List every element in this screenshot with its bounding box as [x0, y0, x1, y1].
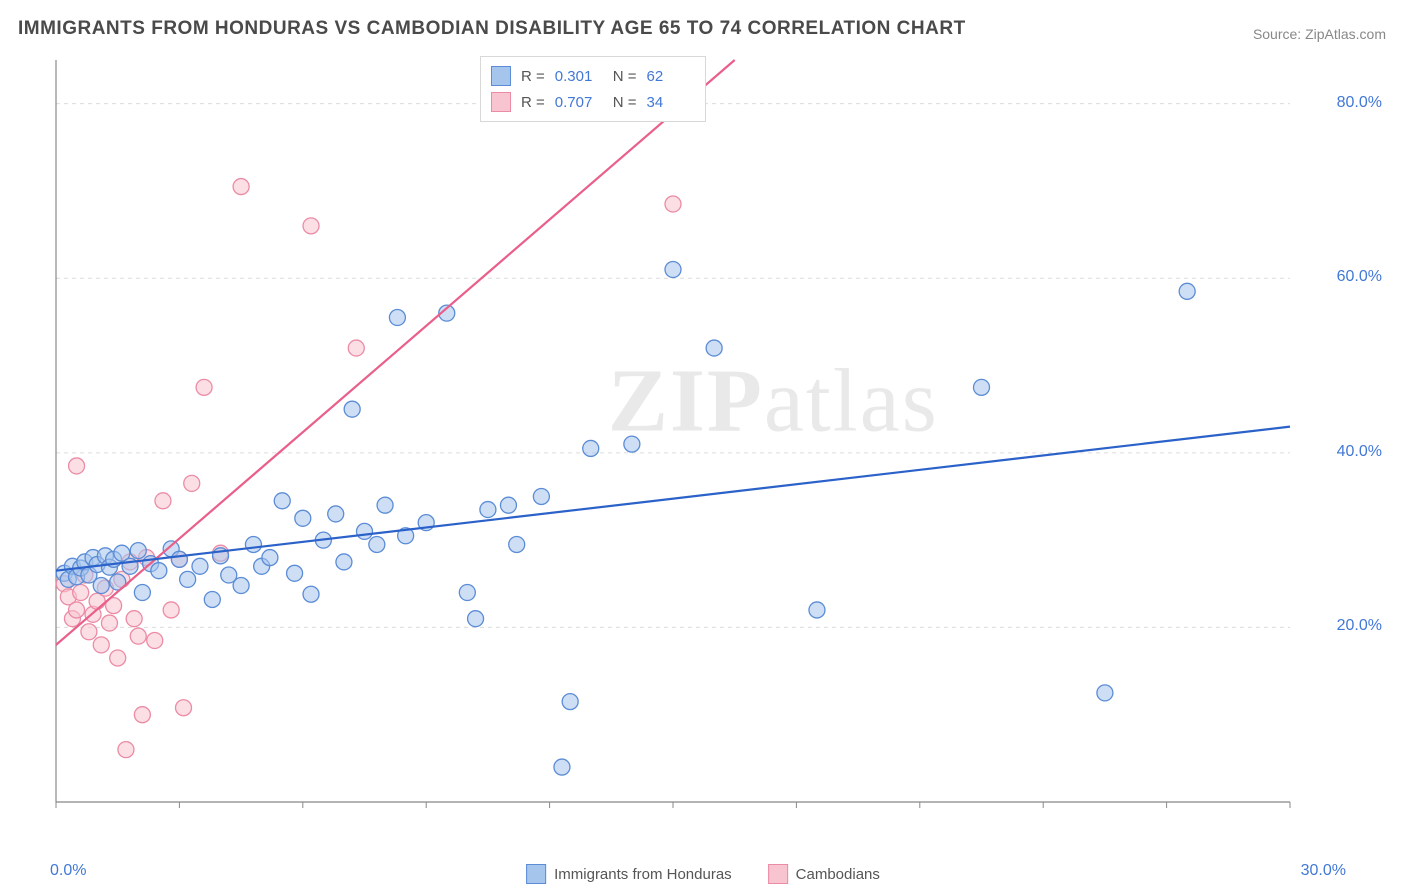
source-attribution: Source: ZipAtlas.com	[1253, 26, 1386, 42]
legend-label-honduras: Immigrants from Honduras	[554, 866, 732, 883]
r-value-1: 0.707	[555, 94, 603, 111]
corr-swatch-cambodians	[491, 92, 511, 112]
scatter-plot-svg	[50, 52, 1350, 832]
x-tick-max: 30.0%	[1301, 862, 1346, 880]
n-label-1: N =	[613, 94, 637, 111]
legend-label-cambodians: Cambodians	[796, 866, 880, 883]
y-tick-label: 40.0%	[1337, 443, 1382, 461]
x-tick-min: 0.0%	[50, 862, 86, 880]
r-value-0: 0.301	[555, 68, 603, 85]
correlation-legend: R = 0.301 N = 62 R = 0.707 N = 34	[480, 56, 706, 122]
n-value-0: 62	[647, 68, 695, 85]
chart-container: IMMIGRANTS FROM HONDURAS VS CAMBODIAN DI…	[0, 0, 1406, 892]
corr-row-cambodians: R = 0.707 N = 34	[491, 89, 695, 115]
source-value: ZipAtlas.com	[1305, 26, 1386, 42]
legend-item-honduras: Immigrants from Honduras	[526, 864, 732, 884]
n-value-1: 34	[647, 94, 695, 111]
bottom-legend: Immigrants from Honduras Cambodians	[526, 864, 880, 884]
corr-row-honduras: R = 0.301 N = 62	[491, 63, 695, 89]
r-label-0: R =	[521, 68, 545, 85]
plot-area	[50, 52, 1350, 832]
y-tick-label: 80.0%	[1337, 94, 1382, 112]
legend-item-cambodians: Cambodians	[768, 864, 880, 884]
legend-swatch-cambodians	[768, 864, 788, 884]
chart-title: IMMIGRANTS FROM HONDURAS VS CAMBODIAN DI…	[18, 18, 966, 40]
n-label-0: N =	[613, 68, 637, 85]
r-label-1: R =	[521, 94, 545, 111]
y-tick-label: 20.0%	[1337, 617, 1382, 635]
legend-swatch-honduras	[526, 864, 546, 884]
source-label: Source:	[1253, 26, 1305, 42]
corr-swatch-honduras	[491, 66, 511, 86]
y-tick-label: 60.0%	[1337, 268, 1382, 286]
